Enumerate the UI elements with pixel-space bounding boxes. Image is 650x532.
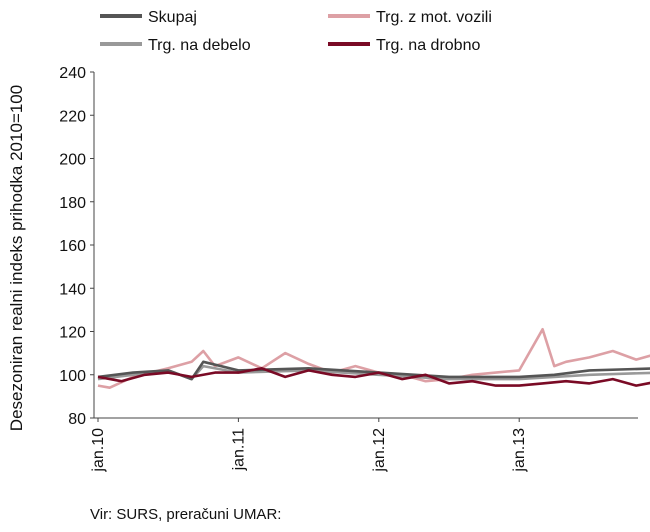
x-tick-label: jan.12 <box>371 428 388 473</box>
plot-lines <box>97 328 650 389</box>
y-tick-label: 200 <box>59 152 86 169</box>
y-tick-label: 80 <box>68 411 86 428</box>
series-line-1 <box>97 328 650 389</box>
x-tick-label: jan.10 <box>90 428 107 473</box>
series-line-3 <box>97 367 650 387</box>
y-tick-label: 100 <box>59 368 86 385</box>
legend-label: Trg. na debelo <box>148 37 251 54</box>
source-note: Vir: SURS, preračuni UMAR: <box>90 506 282 523</box>
y-axis-title: Desezoniran realni indeks prihodka 2010=… <box>7 85 26 431</box>
x-axis: jan.10jan.11jan.12jan.13jan.14jan.15jan.… <box>90 417 638 473</box>
legend-label: Trg. na drobno <box>376 37 480 54</box>
y-tick-label: 240 <box>59 65 86 82</box>
x-tick-label: jan.13 <box>511 428 528 473</box>
y-tick-label: 160 <box>59 238 86 255</box>
legend-label: Trg. z mot. vozili <box>376 9 492 26</box>
y-tick-label: 140 <box>59 281 86 298</box>
y-axis: 80 100 120 140 160 180 200 220 240 <box>59 65 95 428</box>
y-tick-label: 180 <box>59 195 86 212</box>
legend: Skupaj Trg. z mot. vozili Trg. na debelo Tr… <box>100 9 492 54</box>
y-tick-label: 120 <box>59 325 86 342</box>
legend-label: Skupaj <box>148 9 197 26</box>
series-line-0 <box>97 360 650 381</box>
y-tick-label: 220 <box>59 108 86 125</box>
x-tick-label: jan.11 <box>230 428 247 472</box>
